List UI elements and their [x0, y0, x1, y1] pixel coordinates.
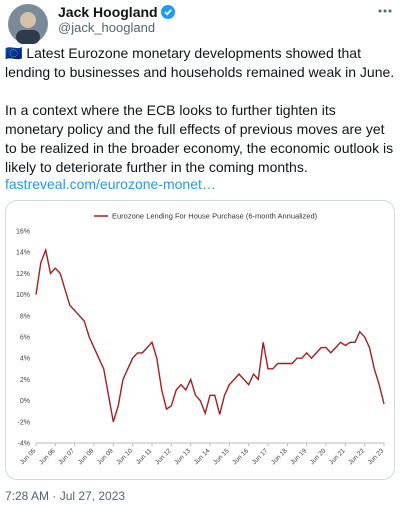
y-tick-label: 14%	[16, 250, 30, 257]
x-tick-label: Jun 19	[289, 447, 308, 466]
tweet-body: 🇪🇺 Latest Eurozone monetary developments…	[5, 44, 395, 196]
series-line	[35, 247, 385, 423]
timestamp[interactable]: 7:28 AM · Jul 27, 2023	[5, 489, 126, 503]
y-tick-label: 2%	[20, 377, 30, 384]
chart-card[interactable]: -4% -2% 0% 2% 4% 6% 8% 10% 12% 14% 16% Jun 05 Jun 06…	[5, 200, 395, 480]
author-handle[interactable]: @jack_hoogland	[58, 20, 156, 35]
x-tick-label: Jun 09	[96, 447, 115, 466]
tweet-paragraph: In a context where the ECB looks to furt…	[5, 102, 394, 175]
y-tick-label: 16%	[16, 229, 30, 236]
author-name-text[interactable]: Jack Hoogland	[58, 4, 158, 20]
x-tick-label: Jun 15	[212, 447, 231, 466]
avatar[interactable]	[8, 4, 48, 44]
y-tick-label: 6%	[20, 335, 30, 342]
tweet-paragraph: 🇪🇺 Latest Eurozone monetary developments…	[5, 45, 395, 80]
x-tick-label: Jun 06	[38, 447, 57, 466]
x-tick-label: Jun 07	[57, 447, 76, 466]
x-tick-label: Jun 18	[270, 447, 289, 466]
y-tick-label: -4%	[18, 441, 30, 448]
x-tick-label: Jun 23	[367, 447, 386, 466]
chart: -4% -2% 0% 2% 4% 6% 8% 10% 12% 14% 16% Jun 05 Jun 06…	[16, 212, 386, 467]
x-tick-label: Jun 13	[173, 447, 192, 466]
legend-label: Eurozone Lending For House Purchase (6-m…	[112, 212, 318, 221]
y-tick-label: 4%	[20, 356, 30, 363]
y-tick-label: 10%	[16, 292, 30, 299]
x-tick-label: Jun 10	[115, 447, 134, 466]
x-tick-label: Jun 17	[251, 447, 270, 466]
x-tick-label: Jun 05	[19, 447, 38, 466]
y-tick-label: -2%	[18, 419, 30, 426]
tweet-link[interactable]: fastreveal.com/eurozone-monet…	[5, 176, 216, 192]
x-tick-label: Jun 22	[347, 447, 366, 466]
y-tick-label: 8%	[20, 313, 30, 320]
more-menu[interactable]	[378, 8, 392, 14]
x-tick-label: Jun 21	[328, 447, 347, 466]
y-tick-label: 12%	[16, 271, 30, 278]
x-tick-label: Jun 16	[231, 447, 250, 466]
x-tick-label: Jun 12	[154, 447, 173, 466]
x-tick-label: Jun 08	[77, 447, 96, 466]
author-name[interactable]: Jack Hoogland	[58, 4, 176, 20]
x-tick-label: Jun 14	[193, 447, 212, 466]
x-tick-label: Jun 20	[309, 447, 328, 466]
y-tick-label: 0%	[20, 398, 30, 405]
x-tick-label: Jun 11	[135, 447, 154, 466]
verified-badge	[161, 5, 176, 19]
